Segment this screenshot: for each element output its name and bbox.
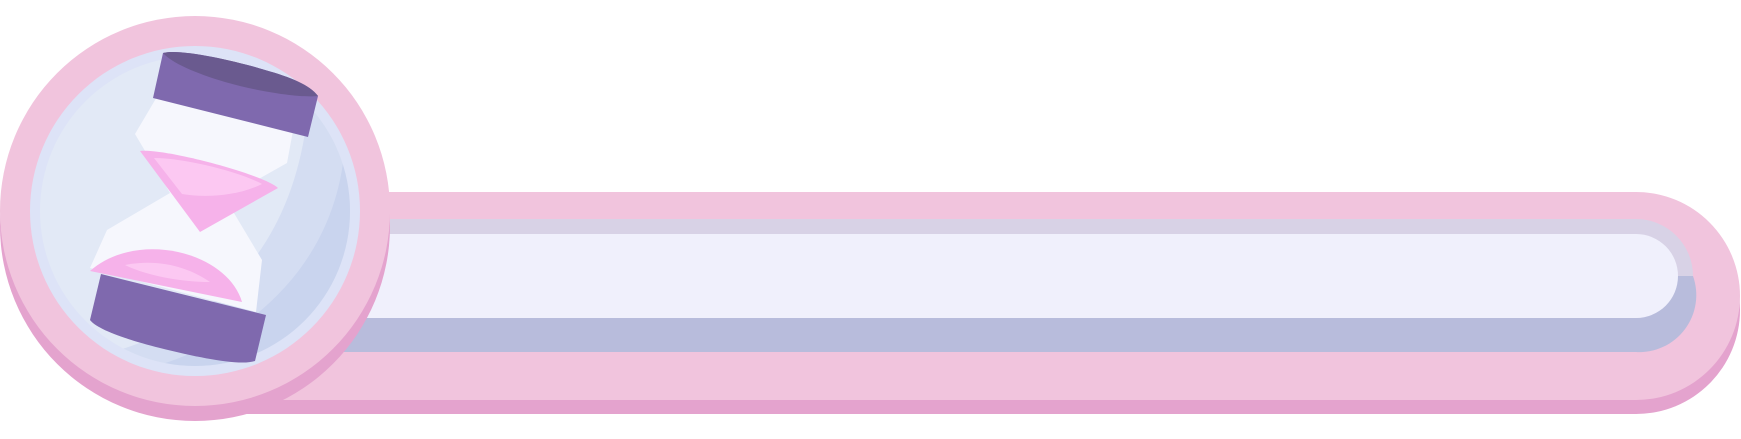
hourglass-icon [90,51,318,363]
hourglass-bottom-cap [90,274,266,363]
hourglass-top-cap [153,51,318,137]
track-fill [220,234,1678,318]
